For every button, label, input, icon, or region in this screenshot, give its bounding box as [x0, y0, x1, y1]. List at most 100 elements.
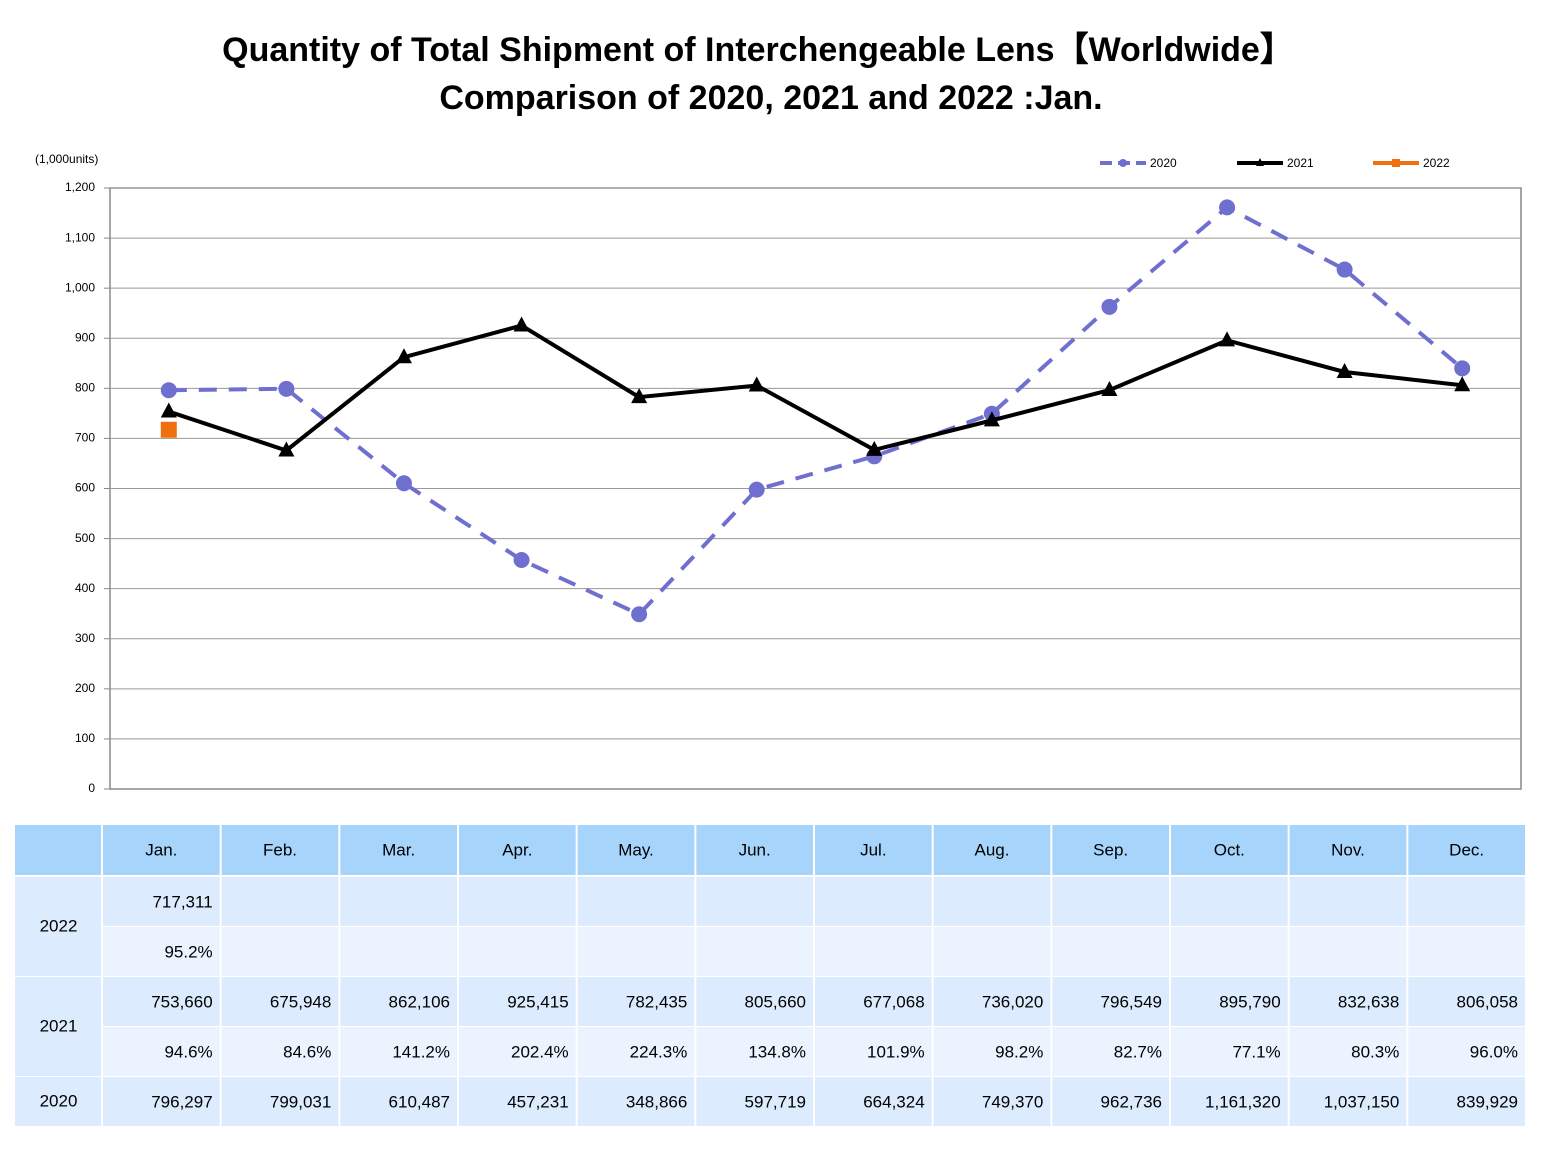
- chart-subtitle: Comparison of 2020, 2021 and 2022 :Jan.: [439, 79, 1102, 117]
- table-ratio: 98.2%: [995, 1042, 1043, 1061]
- table-ratio: 94.6%: [164, 1042, 212, 1061]
- table-row-bg: [15, 977, 1526, 1026]
- legend-marker: [1256, 158, 1264, 166]
- table-value: 895,790: [1219, 992, 1280, 1011]
- table-ratio: 95.2%: [164, 942, 212, 961]
- table-row-bg: [15, 877, 1526, 926]
- point: [866, 440, 883, 456]
- table-value: 736,020: [982, 992, 1043, 1011]
- legend-marker: [1392, 159, 1400, 167]
- table-ratio: 80.3%: [1351, 1042, 1399, 1061]
- point: [1219, 199, 1236, 216]
- table-value: 796,549: [1101, 992, 1162, 1011]
- table-value: 675,948: [270, 992, 331, 1011]
- table-ratio: 134.8%: [748, 1042, 806, 1061]
- point: [748, 481, 765, 498]
- y-tick-label: 0: [88, 781, 95, 795]
- table-value: 796,297: [151, 1092, 212, 1111]
- legend-label: 2022: [1423, 156, 1450, 170]
- row-header: 2020: [40, 1091, 78, 1110]
- point: [1454, 360, 1471, 377]
- y-tick-label: 1,000: [65, 280, 95, 294]
- legend-label: 2020: [1150, 156, 1177, 170]
- table-year-bg: [15, 877, 102, 976]
- table-year-bg: [15, 977, 102, 1076]
- y-axis-label: (1,000units): [35, 152, 98, 166]
- point: [160, 421, 177, 438]
- point: [395, 475, 412, 492]
- table-ratio: 84.6%: [283, 1042, 331, 1061]
- table-value: 348,866: [626, 1092, 687, 1111]
- point: [1101, 298, 1118, 315]
- table-ratio: 224.3%: [630, 1042, 688, 1061]
- series-line: [168, 204, 1464, 617]
- legend-label: 2021: [1287, 156, 1314, 170]
- y-tick-label: 100: [75, 731, 95, 745]
- table-value: 832,638: [1338, 992, 1399, 1011]
- column-header: Apr.: [502, 840, 532, 859]
- table-value: 677,068: [863, 992, 924, 1011]
- table-row-bg: [15, 1027, 1526, 1076]
- point: [395, 348, 412, 364]
- point: [1101, 381, 1118, 397]
- table-value: 717,311: [152, 892, 212, 911]
- table-value: 753,660: [151, 992, 212, 1011]
- table-value: 805,660: [745, 992, 806, 1011]
- table-row-bg: [15, 1077, 1526, 1126]
- column-header: Aug.: [975, 840, 1010, 859]
- point: [278, 441, 295, 457]
- table-value: 782,435: [626, 992, 687, 1011]
- point: [1336, 261, 1353, 278]
- table-value: 862,106: [389, 992, 450, 1011]
- column-header: Jan.: [145, 840, 177, 859]
- row-header: 2022: [40, 916, 78, 935]
- table-value: 610,487: [389, 1092, 450, 1111]
- point: [1336, 362, 1353, 378]
- point: [1454, 376, 1471, 392]
- y-tick-label: 700: [75, 431, 95, 445]
- y-tick-label: 500: [75, 531, 95, 545]
- table-value: 1,161,320: [1205, 1092, 1281, 1111]
- y-tick-label: 600: [75, 481, 95, 495]
- table-value: 962,736: [1101, 1092, 1162, 1111]
- column-header: Dec.: [1449, 840, 1484, 859]
- column-header: Sep.: [1093, 840, 1128, 859]
- point: [1219, 331, 1236, 347]
- table-value: 457,231: [507, 1092, 568, 1111]
- point: [513, 316, 530, 332]
- table-header-bg: [15, 825, 1526, 875]
- y-tick-label: 200: [75, 681, 95, 695]
- y-tick-label: 800: [75, 381, 95, 395]
- column-header: Jul.: [860, 840, 886, 859]
- table-ratio: 82.7%: [1114, 1042, 1162, 1061]
- point: [748, 376, 765, 392]
- y-tick-label: 1,200: [65, 180, 95, 194]
- point: [160, 382, 177, 399]
- table-ratio: 77.1%: [1232, 1042, 1280, 1061]
- point: [160, 402, 177, 418]
- table-ratio: 141.2%: [392, 1042, 450, 1061]
- point: [631, 388, 648, 404]
- table-value: 925,415: [507, 992, 568, 1011]
- series-line: [168, 323, 1463, 453]
- legend-marker: [1119, 159, 1127, 167]
- table-row-bg: [15, 927, 1526, 976]
- table-value: 1,037,150: [1324, 1092, 1400, 1111]
- table-value: 806,058: [1457, 992, 1518, 1011]
- column-header: Oct.: [1214, 840, 1245, 859]
- column-header: Jun.: [739, 840, 771, 859]
- table-ratio: 202.4%: [511, 1042, 569, 1061]
- table-year-bg: [15, 1077, 102, 1126]
- y-tick-label: 1,100: [65, 230, 95, 244]
- chart-title: Quantity of Total Shipment of Intercheng…: [222, 31, 1294, 69]
- table-value: 839,929: [1457, 1092, 1518, 1111]
- column-header: Nov.: [1331, 840, 1365, 859]
- point: [631, 606, 648, 623]
- table-value: 799,031: [270, 1092, 331, 1111]
- table-value: 749,370: [982, 1092, 1043, 1111]
- point: [513, 552, 530, 569]
- y-tick-label: 400: [75, 581, 95, 595]
- table-value: 597,719: [745, 1092, 806, 1111]
- point: [278, 380, 295, 397]
